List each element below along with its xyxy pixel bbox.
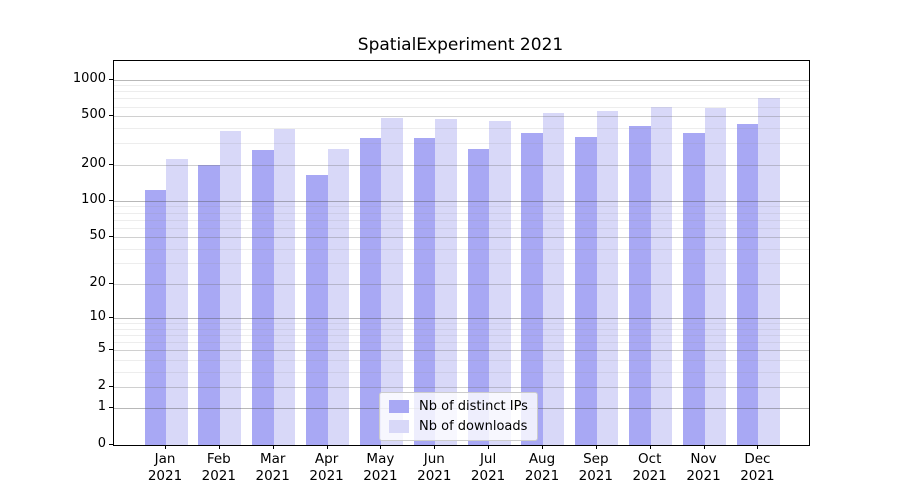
bar-downloads-oct <box>650 106 673 445</box>
bar-distinct-ips-dec <box>736 124 759 445</box>
bar-distinct-ips-jun <box>413 137 436 445</box>
legend-swatch-downloads-icon <box>389 420 409 433</box>
x-tick-mark <box>272 445 274 449</box>
x-tick-mark <box>165 445 166 449</box>
x-tick-label: Jan 2021 <box>147 451 183 484</box>
bar-downloads-dec <box>758 98 780 445</box>
bar-downloads-sep <box>596 111 619 445</box>
bar-distinct-ips-feb <box>198 164 220 445</box>
y-tick-label: 200 <box>81 155 106 171</box>
x-tick-label: Apr 2021 <box>309 451 344 484</box>
y-tick-mark <box>109 78 113 80</box>
bar-downloads-nov <box>704 107 726 445</box>
y-tick-mark <box>109 317 113 319</box>
x-tick-label: Jun 2021 <box>417 451 452 484</box>
legend-label-distinct-ips: Nb of distinct IPs <box>419 399 528 414</box>
x-tick-mark <box>703 445 705 449</box>
bar-distinct-ips-may <box>359 137 382 445</box>
bar-downloads-mar <box>273 129 296 445</box>
x-tick-mark <box>434 445 436 449</box>
y-tick-label: 20 <box>89 275 106 290</box>
y-tick-label: 500 <box>81 107 106 123</box>
x-tick-mark <box>542 445 543 449</box>
y-tick-label: 2 <box>97 377 106 393</box>
bar-downloads-feb <box>219 131 242 445</box>
bar-downloads-aug <box>542 112 565 445</box>
bar-downloads-may <box>381 118 403 445</box>
x-tick-label: Mar 2021 <box>255 451 290 484</box>
x-tick-mark <box>380 445 382 449</box>
bar-downloads-apr <box>327 148 350 445</box>
bar-distinct-ips-oct <box>629 125 651 445</box>
x-tick-label: Dec 2021 <box>740 451 775 484</box>
bar-distinct-ips-nov <box>683 133 705 445</box>
bar-downloads-jul <box>489 121 511 445</box>
y-tick-mark <box>109 163 113 165</box>
x-tick-mark <box>649 445 651 449</box>
x-tick-mark <box>488 445 490 449</box>
y-tick-label: 100 <box>81 191 106 207</box>
y-tick-mark <box>109 199 113 201</box>
x-tick-label: Nov 2021 <box>686 451 721 484</box>
bar-distinct-ips-sep <box>575 136 597 445</box>
y-tick-mark <box>109 283 113 284</box>
legend-entry-distinct-ips: Nb of distinct IPs <box>389 399 528 414</box>
x-tick-label: Aug 2021 <box>524 451 560 484</box>
bar-distinct-ips-mar <box>252 150 274 445</box>
bars-layer <box>114 61 809 445</box>
legend-label-downloads: Nb of downloads <box>419 419 528 434</box>
legend-swatch-distinct-ips-icon <box>389 400 409 413</box>
plot-area <box>113 60 810 446</box>
x-tick-mark <box>218 445 220 449</box>
x-tick-label: Sep 2021 <box>578 451 613 484</box>
y-tick-mark <box>109 407 113 409</box>
y-tick-label: 10 <box>89 309 106 325</box>
bar-distinct-ips-apr <box>306 174 328 445</box>
x-tick-label: Jul 2021 <box>470 451 506 484</box>
x-tick-mark <box>757 445 759 449</box>
chart-title: SpatialExperiment 2021 <box>357 35 564 55</box>
legend: Nb of distinct IPs Nb of downloads <box>379 392 538 441</box>
x-tick-label: Oct 2021 <box>632 451 667 484</box>
y-tick-mark <box>109 385 113 387</box>
bar-distinct-ips-jan <box>144 190 166 445</box>
x-tick-label: May 2021 <box>363 451 398 484</box>
bar-distinct-ips-jul <box>467 149 490 445</box>
y-tick-label: 1000 <box>72 70 106 86</box>
bar-downloads-jun <box>435 118 457 445</box>
y-tick-mark <box>109 115 113 117</box>
bar-distinct-ips-aug <box>521 133 543 445</box>
bar-downloads-jan <box>166 159 188 445</box>
legend-entry-downloads: Nb of downloads <box>389 419 528 434</box>
y-tick-mark <box>109 236 113 237</box>
x-tick-mark <box>326 445 328 449</box>
x-tick-label: Feb 2021 <box>201 451 236 484</box>
y-tick-label: 5 <box>97 341 106 357</box>
y-tick-label: 50 <box>89 228 106 243</box>
x-tick-mark <box>595 445 597 449</box>
y-tick-mark <box>109 444 113 445</box>
y-tick-label: 0 <box>97 436 106 451</box>
y-tick-label: 1 <box>97 399 106 415</box>
y-tick-mark <box>109 349 113 351</box>
